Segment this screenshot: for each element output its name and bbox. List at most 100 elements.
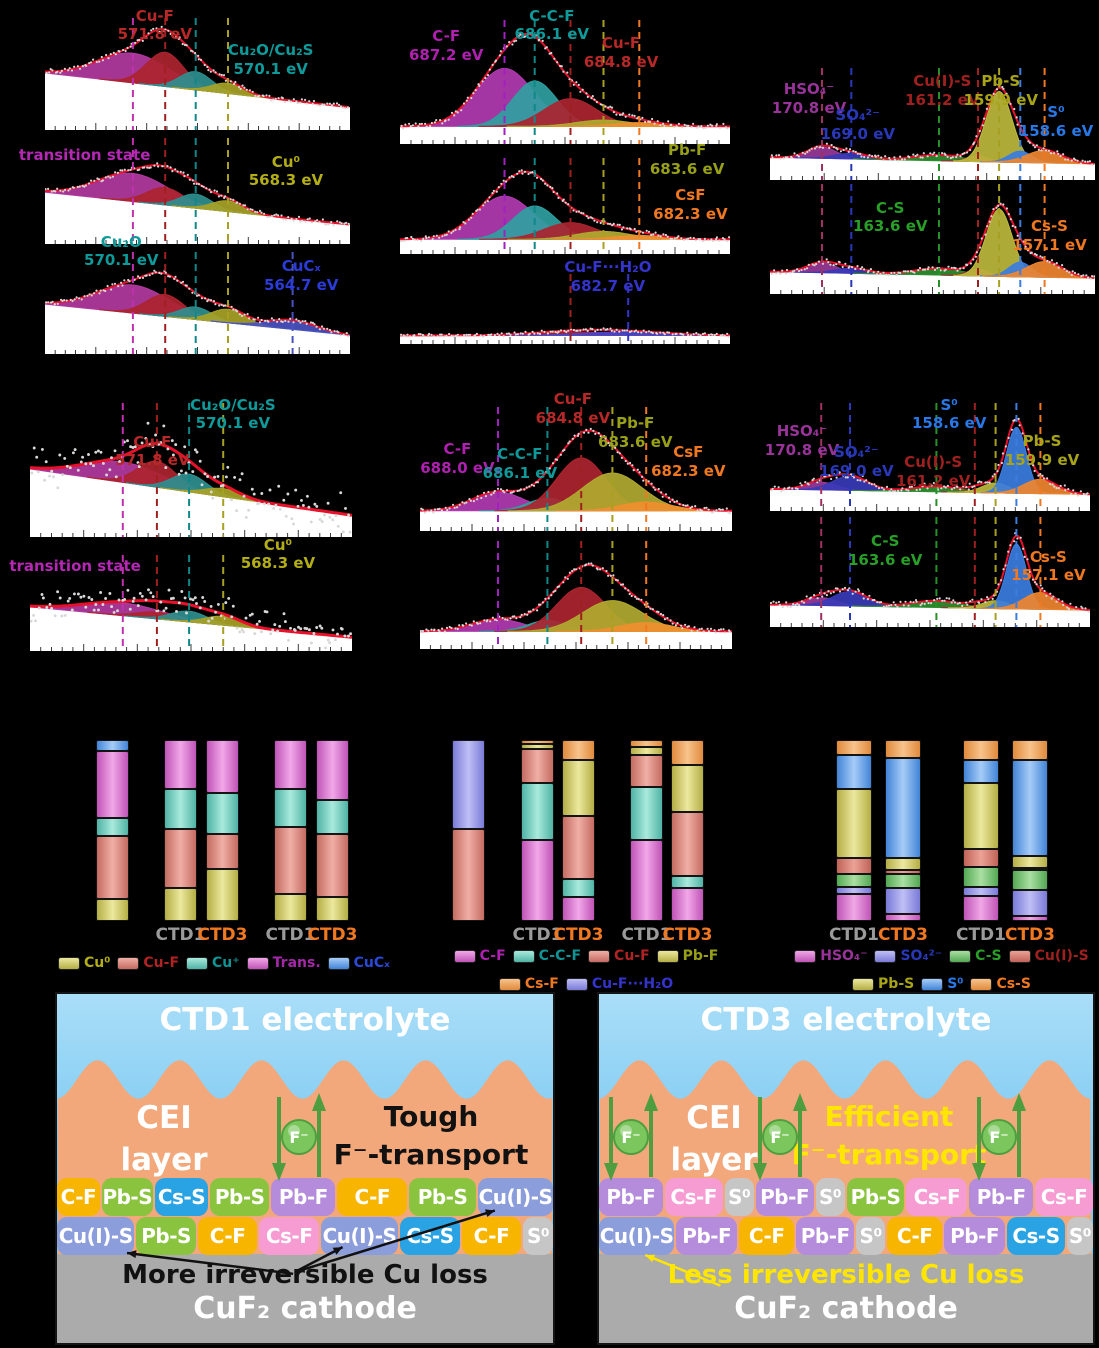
chart-legend-row: C-F C-C-F Cu-F Pb-F: [420, 948, 752, 964]
bar-segment-cs-s: [963, 740, 999, 760]
transport-line2: F⁻-transport: [333, 1137, 529, 1171]
legend-item-c-c-f: C-C-F: [512, 948, 581, 964]
cei-tile-cu-i-s: Cu(I)-S: [320, 1217, 399, 1255]
bar-segment-cu-: [316, 897, 349, 921]
bar-segment-cu-: [316, 799, 349, 835]
cei-tile-pb-f: Pb-F: [969, 1178, 1034, 1216]
bar-segment-trans-: [316, 740, 349, 800]
stacked-bar-ctd1: [630, 740, 663, 921]
peak-annotation-csf: CsF 682.3 eV: [653, 185, 728, 223]
stacked-bar: [96, 740, 129, 921]
peak-annotation-so-: SO₄²⁻ 169.0 eV: [819, 442, 894, 480]
legend-item-cs-s: Cs-S: [970, 976, 1031, 992]
bar-group-label-ctd1: CTD1: [621, 925, 672, 945]
xps-spectrum-subplot: [45, 18, 350, 130]
electrolyte-title: CTD3 electrolyte: [700, 1002, 992, 1038]
fluoride-ion-shuttle-icon: F⁻: [969, 1091, 1029, 1187]
stacked-bar-ctd3: [1012, 740, 1048, 921]
cei-tile-pb-f: Pb-F: [944, 1217, 1006, 1255]
peak-annotation-cu-i-s: Cu(I)-S 161.2 eV: [905, 72, 980, 110]
bar-segment-so-: [1012, 890, 1048, 916]
xps-spectrum-subplot: [400, 158, 730, 254]
chart-legend-row: HSO₄⁻ SO₄²⁻ C-S Cu(I)-S: [788, 948, 1095, 964]
cei-tile-pb-f: Pb-F: [755, 1178, 814, 1216]
transport-label: Efficient F⁻-transport: [769, 1098, 1009, 1174]
bar-group-label-ctd1: CTD1: [265, 925, 316, 945]
xps-spectrum-subplot: [400, 20, 730, 144]
bar-segment-c-s: [885, 873, 921, 889]
legend-item-cu-: Cu⁰: [58, 955, 110, 971]
bar-segment-cs-f: [521, 740, 554, 744]
legend-swatch: [565, 977, 588, 991]
bar-segment-cu-f: [316, 834, 349, 898]
bar-segment-cu-f: [274, 826, 307, 894]
cei-tile-pb-s: Pb-S: [101, 1178, 153, 1216]
legend-swatch: [656, 949, 679, 963]
peak-annotation-cs-s: Cs-S 157.1 eV: [1012, 216, 1087, 254]
xps-spectrum-subplot: [45, 138, 350, 244]
bar-segment-cu-f-h-o: [452, 740, 485, 829]
bar-segment-cu-: [274, 788, 307, 827]
bar-segment-c-c-f: [671, 875, 704, 889]
cu-loss-note: Less irreversible Cu loss: [667, 1260, 1025, 1290]
cei-label-line2: layer: [120, 1141, 208, 1178]
cei-tile-pb-f: Pb-F: [599, 1178, 663, 1216]
transport-line1: Tough: [383, 1100, 479, 1133]
bar-segment-cuc-: [96, 740, 129, 751]
bar-segment-cs-f: [562, 740, 595, 760]
cei-layer-label: CEI layer: [649, 1098, 779, 1182]
legend-swatch: [874, 949, 897, 963]
bar-segment-so-: [885, 888, 921, 914]
legend-item-cu-i-s: Cu(I)-S: [1008, 948, 1089, 964]
f-ion-arrows-icon: F⁻: [753, 1093, 807, 1181]
bar-group-label-ctd1: CTD1: [512, 925, 563, 945]
cei-tile-pb-s: Pb-S: [210, 1178, 270, 1216]
cei-tiles-top-row: C-F Pb-S Cs-S Pb-S Pb-F C-F Pb-S Cu(I)-S: [57, 1178, 553, 1216]
bar-segment-s-: [836, 754, 872, 789]
bar-segment-cu-f: [521, 749, 554, 784]
xps-spectrum-subplot: [770, 403, 1090, 511]
bar-segment-c-s: [1012, 870, 1048, 891]
xps-spectrum-subplot: [770, 184, 1095, 294]
bar-segment-cs-f: [630, 740, 663, 748]
bar-segment-c-f: [562, 897, 595, 921]
legend-item-trans-: Trans.: [246, 955, 321, 971]
peak-annotation-transition-state: transition state: [18, 145, 151, 164]
legend-swatch: [58, 956, 81, 970]
cei-tile-cs-f: Cs-F: [259, 1217, 319, 1255]
cei-tile-s-: S⁰: [856, 1217, 886, 1255]
bar-segment-cu-: [206, 868, 239, 921]
cei-label-line1: CEI: [686, 1100, 742, 1136]
peak-annotation-pb-f: Pb-F 683.6 eV: [649, 141, 725, 178]
bar-segment-pb-f: [671, 765, 704, 813]
s-2p-spectra-panel-2: HSO₄⁻ 170.8 eV SO₄²⁻ 169.0 eV S⁰ 158.6 eV Cu(I…: [765, 393, 1090, 655]
cei-tile-c-f: C-F: [197, 1217, 258, 1255]
bar-segment-s-: [885, 758, 921, 858]
transport-line1: Efficient: [824, 1100, 954, 1133]
cei-tile-s-: S⁰: [523, 1217, 553, 1255]
xps-spectrum-subplot: [770, 68, 1095, 180]
transport-line2: F⁻-transport: [791, 1137, 987, 1171]
bar-segment-pb-f: [630, 747, 663, 755]
bar-segment-c-s: [836, 873, 872, 887]
bar-group-label-ctd3: CTD3: [553, 925, 604, 945]
bar-segment-cu-: [164, 788, 197, 829]
cei-tile-pb-f: Pb-F: [676, 1217, 738, 1255]
legend-swatch: [246, 956, 269, 970]
bar-segment-cs-f: [671, 740, 704, 766]
bar-segment-s-: [1012, 759, 1048, 856]
cei-tiles-bottom-row: Cu(I)-S Pb-F C-F Pb-F S⁰ C-F Pb-F Cs-S S⁰: [599, 1217, 1093, 1255]
stacked-bar-ctd1: [164, 740, 197, 921]
cei-tiles-bottom-row: Cu(I)-S Pb-S C-F Cs-F Cu(I)-S Cs-S C-F S⁰: [57, 1217, 553, 1255]
bar-segment-c-c-f: [562, 879, 595, 898]
svg-text:F⁻: F⁻: [289, 1128, 308, 1147]
legend-item-hso-: HSO₄⁻: [794, 948, 867, 964]
ctd3-cei-schematic: Pb-F Cs-F S⁰ Pb-F S⁰ Pb-S Cs-F Pb-F Cs-F Cu(I)-S…: [597, 992, 1095, 1345]
legend-swatch: [921, 977, 944, 991]
xps-spectrum-subplot: [420, 407, 732, 531]
peak-annotation-c-f: C-F 688.0 eV: [420, 440, 495, 477]
xps-spectrum-subplot: [420, 541, 732, 649]
fluoride-ion-shuttle-icon: F⁻: [601, 1091, 661, 1187]
stacked-bar-ctd1: [836, 740, 872, 921]
xps-spectrum-subplot: [770, 517, 1090, 627]
